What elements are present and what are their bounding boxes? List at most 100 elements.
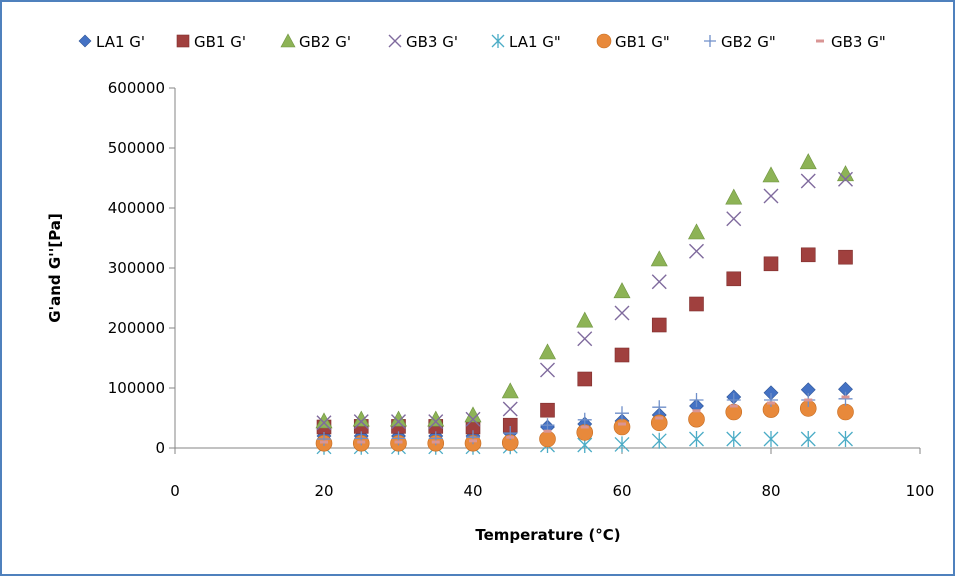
data-point: [800, 173, 816, 189]
axes: 0 100000 200000 300000 400000 500000 600000 0 20…: [108, 79, 935, 500]
data-point: [837, 403, 854, 421]
y-tick-label: 300000: [108, 259, 165, 277]
legend-marker: [491, 34, 505, 48]
data-point: [540, 402, 555, 418]
data-point: [763, 256, 779, 272]
legend-label: GB3 G": [831, 33, 886, 51]
legend-marker: [78, 34, 92, 48]
data-point: [316, 415, 332, 431]
data-point: [651, 317, 667, 333]
data-point: [543, 429, 552, 433]
data-point: [391, 414, 406, 430]
data-point: [506, 435, 515, 439]
data-point: [651, 432, 667, 449]
legend-label: GB3 G': [406, 33, 458, 51]
data-point: [614, 436, 630, 453]
data-point: [764, 393, 778, 407]
data-point: [800, 247, 816, 263]
data-point: [692, 409, 701, 413]
legend-item: GB3 G': [388, 33, 458, 51]
data-point: [689, 296, 704, 312]
data-point: [577, 371, 593, 387]
data-point: [353, 414, 369, 430]
data-point: [726, 211, 742, 227]
legend-label: LA1 G': [96, 33, 145, 51]
data-point: [650, 250, 668, 267]
legend-marker: [280, 33, 296, 48]
legend-item: LA1 G': [78, 33, 145, 51]
data-point: [837, 165, 854, 182]
data-point: [613, 282, 631, 299]
data-point: [577, 331, 593, 347]
data-point: [725, 188, 743, 205]
legend-item: GB2 G": [704, 33, 776, 51]
data-point: [655, 416, 664, 420]
data-point: [689, 431, 704, 447]
data-point: [394, 440, 403, 444]
legend-label: GB2 G": [721, 33, 776, 51]
data-point: [352, 410, 370, 427]
y-tick-label: 600000: [108, 79, 165, 97]
legend-marker: [388, 34, 402, 48]
data-point: [390, 410, 407, 427]
data-point: [689, 243, 704, 259]
data-point: [841, 395, 850, 399]
data-point: [428, 414, 444, 430]
data-point: [651, 274, 667, 290]
data-point: [317, 432, 331, 446]
legend-marker: [816, 39, 824, 43]
data-point: [539, 343, 556, 360]
x-tick-label: 80: [761, 482, 780, 500]
series-4: [316, 171, 853, 431]
x-tick-label: 60: [612, 482, 631, 500]
legend-label: GB1 G': [194, 33, 246, 51]
data-point: [652, 400, 667, 415]
legend-marker: [704, 35, 716, 47]
legend-marker: [596, 33, 612, 49]
data-point: [838, 249, 853, 265]
data-point: [688, 223, 705, 240]
data-point: [431, 440, 440, 444]
y-tick-label: 0: [155, 439, 165, 457]
data-point: [539, 430, 556, 448]
data-point: [762, 166, 780, 183]
series-3: [315, 153, 854, 429]
data-point: [613, 418, 631, 436]
data-point: [502, 401, 518, 417]
data-point: [469, 439, 477, 443]
data-point: [501, 382, 519, 399]
legend-marker: [176, 34, 190, 48]
y-tick-label: 200000: [108, 319, 165, 337]
y-axis-title: G'and G''[Pa]: [46, 213, 64, 323]
legend-item: GB1 G': [176, 33, 246, 51]
data-points: [315, 153, 854, 455]
legend-item: GB1 G": [596, 33, 670, 51]
x-tick-label: 20: [314, 482, 333, 500]
series-8: [320, 395, 850, 444]
data-point: [614, 347, 630, 363]
data-point: [615, 406, 629, 421]
legend-label: LA1 G": [509, 33, 561, 51]
x-tick-label: 40: [463, 482, 482, 500]
y-tick-label: 400000: [108, 199, 165, 217]
data-point: [804, 398, 813, 402]
data-point: [800, 431, 816, 447]
data-point: [614, 305, 630, 321]
legend: LA1 G' GB1 G' GB2 G' GB3 G' LA1 G" GB1 G" GB2 …: [78, 33, 886, 51]
legend-label: GB2 G': [299, 33, 351, 51]
data-point: [315, 412, 333, 429]
x-tick-label: 0: [170, 482, 180, 500]
legend-item: GB2 G': [280, 33, 351, 51]
data-point: [580, 425, 589, 429]
data-point: [465, 411, 481, 427]
data-point: [726, 271, 742, 287]
data-point: [838, 391, 853, 406]
legend-item: GB3 G": [816, 33, 886, 51]
data-point: [577, 412, 592, 427]
data-point: [576, 311, 594, 328]
data-point: [540, 362, 555, 378]
data-point: [763, 431, 779, 447]
